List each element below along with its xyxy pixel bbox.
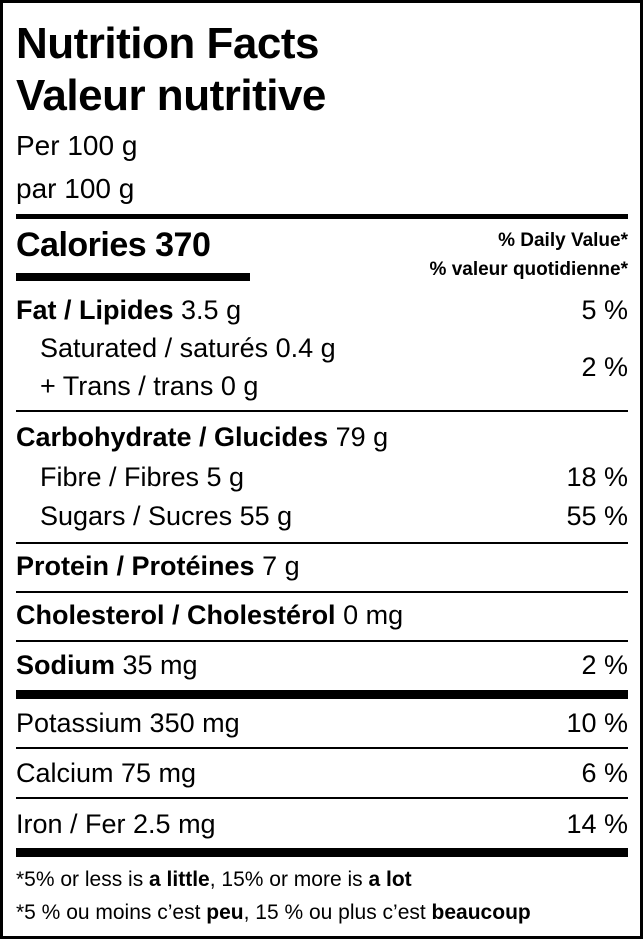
daily-value: 10 % bbox=[566, 708, 628, 738]
serving-size-fr: par 100 g bbox=[16, 173, 135, 204]
daily-value-header-fr: % valeur quotidienne* bbox=[429, 259, 628, 280]
nutrient-row-potassium: Potassium 350 mg 10 % bbox=[16, 705, 628, 741]
serving-size-en: Per 100 g bbox=[16, 130, 138, 161]
nutrient-name: Carbohydrate / Glucides bbox=[16, 422, 329, 452]
nutrient-name: Cholesterol / Cholestérol bbox=[16, 600, 336, 630]
divider bbox=[16, 214, 628, 219]
calories-bar bbox=[16, 273, 250, 281]
nutrient-row-fibre: Fibre / Fibres 5 g 18 % bbox=[16, 459, 628, 495]
title-en: Nutrition Facts bbox=[16, 19, 319, 68]
daily-value-header-en: % Daily Value* bbox=[498, 230, 628, 251]
divider bbox=[16, 797, 628, 799]
nutrient-name: Calcium 75 mg bbox=[16, 758, 197, 788]
nutrient-row-cholesterol: Cholesterol / Cholestérol 0 mg bbox=[16, 597, 628, 633]
nutrient-name: Sugars / Sucres 55 g bbox=[40, 501, 293, 531]
nutrient-amount: 35 mg bbox=[115, 650, 198, 680]
nutrient-name: Potassium 350 mg bbox=[16, 708, 240, 738]
nutrient-name: Saturated / saturés 0.4 g bbox=[40, 333, 336, 363]
divider bbox=[16, 542, 628, 544]
daily-value: 2 % bbox=[581, 650, 628, 680]
nutrient-amount: 79 g bbox=[328, 422, 389, 452]
nutrient-row-sugars: Sugars / Sucres 55 g 55 % bbox=[16, 498, 628, 534]
daily-value: 5 % bbox=[581, 295, 628, 325]
nutrient-name: Protein / Protéines bbox=[16, 551, 255, 581]
divider bbox=[16, 591, 628, 593]
nutrient-row-saturated: Saturated / saturés 0.4 g bbox=[16, 330, 628, 366]
divider bbox=[16, 848, 628, 857]
footnote-fr: *5 % ou moins c’est peu, 15 % ou plus c’… bbox=[16, 901, 531, 924]
footnote-en: *5% or less is a little, 15% or more is … bbox=[16, 868, 412, 891]
nutrient-amount: 3.5 g bbox=[173, 295, 242, 325]
nutrient-name: Sodium bbox=[16, 650, 115, 680]
daily-value: 6 % bbox=[581, 758, 628, 788]
divider bbox=[16, 690, 628, 699]
calories: Calories 370 bbox=[16, 226, 211, 264]
daily-value: 2 % bbox=[581, 352, 628, 382]
nutrient-row-sodium: Sodium 35 mg 2 % bbox=[16, 647, 628, 683]
daily-value: 55 % bbox=[566, 501, 628, 531]
nutrient-amount: 7 g bbox=[254, 551, 300, 581]
nutrient-row-trans: + Trans / trans 0 g 2 % bbox=[16, 352, 628, 404]
divider bbox=[16, 747, 628, 749]
nutrient-name: Iron / Fer 2.5 mg bbox=[16, 809, 216, 839]
divider bbox=[16, 410, 628, 412]
nutrient-name: Fat / Lipides bbox=[16, 295, 174, 325]
nutrient-row-fat: Fat / Lipides 3.5 g 5 % bbox=[16, 292, 628, 328]
daily-value: 18 % bbox=[566, 462, 628, 492]
nutrient-amount: 0 mg bbox=[335, 600, 404, 630]
nutrient-name: + Trans / trans 0 g bbox=[40, 371, 259, 401]
title-fr: Valeur nutritive bbox=[16, 71, 326, 120]
nutrient-row-iron: Iron / Fer 2.5 mg 14 % bbox=[16, 806, 628, 842]
nutrient-row-protein: Protein / Protéines 7 g bbox=[16, 548, 628, 584]
divider bbox=[16, 640, 628, 642]
nutrient-row-calcium: Calcium 75 mg 6 % bbox=[16, 755, 628, 791]
nutrient-name: Fibre / Fibres 5 g bbox=[40, 462, 245, 492]
nutrient-row-carbohydrate: Carbohydrate / Glucides 79 g bbox=[16, 419, 628, 455]
daily-value: 14 % bbox=[566, 809, 628, 839]
